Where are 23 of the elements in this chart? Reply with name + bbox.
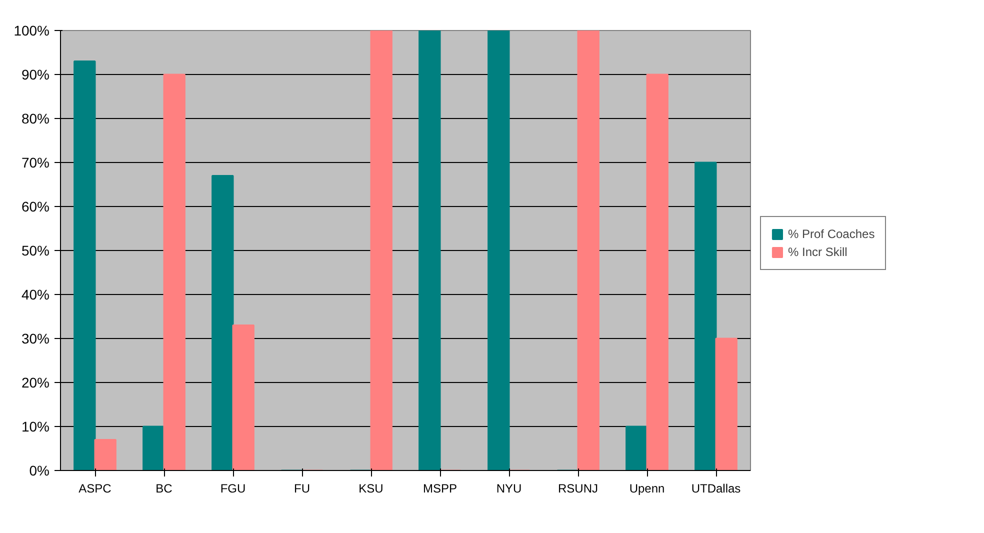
x-tick-label: NYU [496,482,522,496]
x-tick-label: KSU [358,482,384,496]
x-tick-label: BC [156,482,173,496]
y-tick-label: 50% [21,242,50,258]
x-tick-label: FU [294,482,310,496]
x-tick-label: MSPP [422,482,458,496]
legend-label: % Prof Coaches [788,227,875,241]
y-tick-label: 20% [21,374,50,390]
x-tick-label: ASPC [78,482,112,496]
y-tick-label: 60% [21,198,50,214]
y-tick-label: 70% [21,154,50,170]
legend-label: % Incr Skill [788,245,848,259]
y-tick-label: 80% [21,110,50,126]
y-tick-label: 0% [29,462,50,478]
x-tick-label: RSUNJ [558,482,598,496]
y-tick-label: 90% [21,66,50,82]
x-tick-label: Upenn [629,482,665,496]
y-tick-label: 30% [21,330,50,346]
y-tick-label: 40% [21,286,50,302]
x-tick-label: UTDallas [691,482,741,496]
x-tick-label: FGU [220,482,246,496]
y-tick-label: 10% [21,418,50,434]
y-tick-label: 100% [14,22,50,38]
